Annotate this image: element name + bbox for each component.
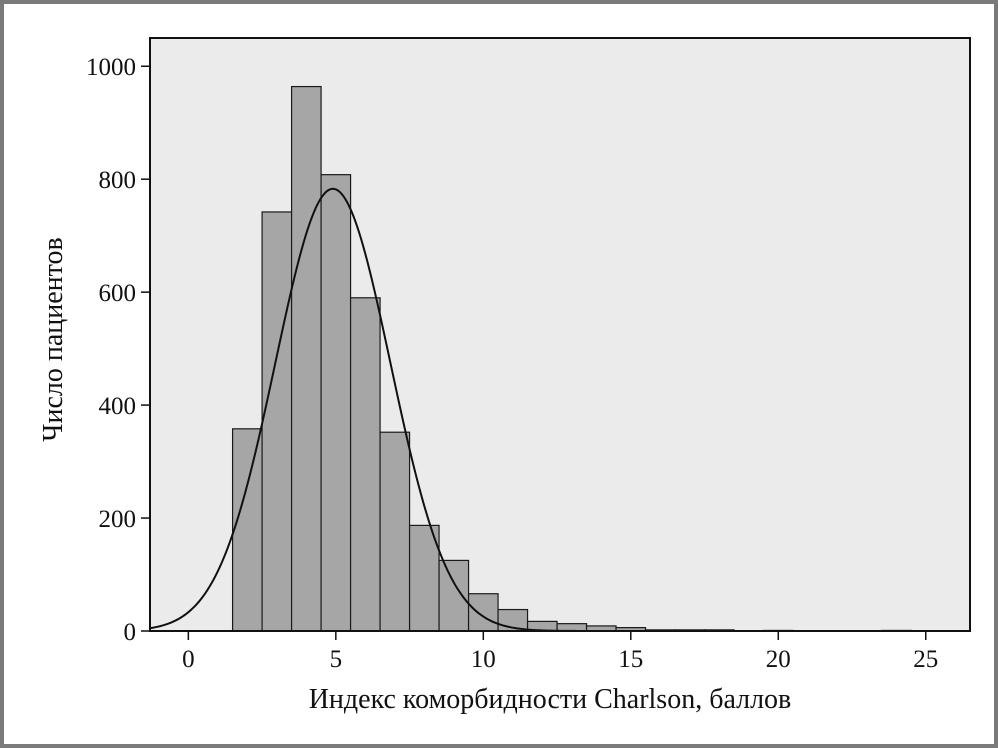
histogram-bar [349, 297, 381, 632]
x-tick-label: 5 [330, 646, 343, 673]
plot-border [149, 37, 971, 632]
y-tick-label: 200 [99, 506, 137, 533]
y-tick-label: 800 [99, 167, 137, 194]
x-axis-title: Индекс коморбидности Charlson, баллов [309, 684, 792, 715]
histogram-bar [438, 559, 470, 632]
histogram-bar [320, 174, 352, 632]
y-axis: 0 200 400 600 800 1000 [86, 54, 150, 646]
histogram-bar [261, 211, 293, 632]
y-axis-title: Число пациентов [38, 237, 69, 441]
x-tick-label: 10 [471, 646, 496, 673]
x-tick-label: 20 [766, 646, 791, 673]
histogram-chart: 0 200 400 600 800 1000 0 5 10 15 20 25 Индекс комо… [38, 37, 971, 715]
histogram-bar [231, 428, 263, 632]
histogram-bar [379, 431, 411, 632]
y-tick-label: 1000 [86, 54, 136, 81]
histogram-bar [467, 593, 499, 632]
y-tick-label: 0 [124, 619, 137, 646]
histogram-bars [231, 85, 912, 632]
y-tick-label: 600 [99, 280, 137, 307]
x-tick-label: 25 [913, 646, 938, 673]
x-tick-label: 0 [182, 646, 195, 673]
y-tick-label: 400 [99, 393, 137, 420]
histogram-bar [290, 85, 322, 632]
x-axis: 0 5 10 15 20 25 [182, 631, 938, 673]
x-tick-label: 15 [618, 646, 643, 673]
